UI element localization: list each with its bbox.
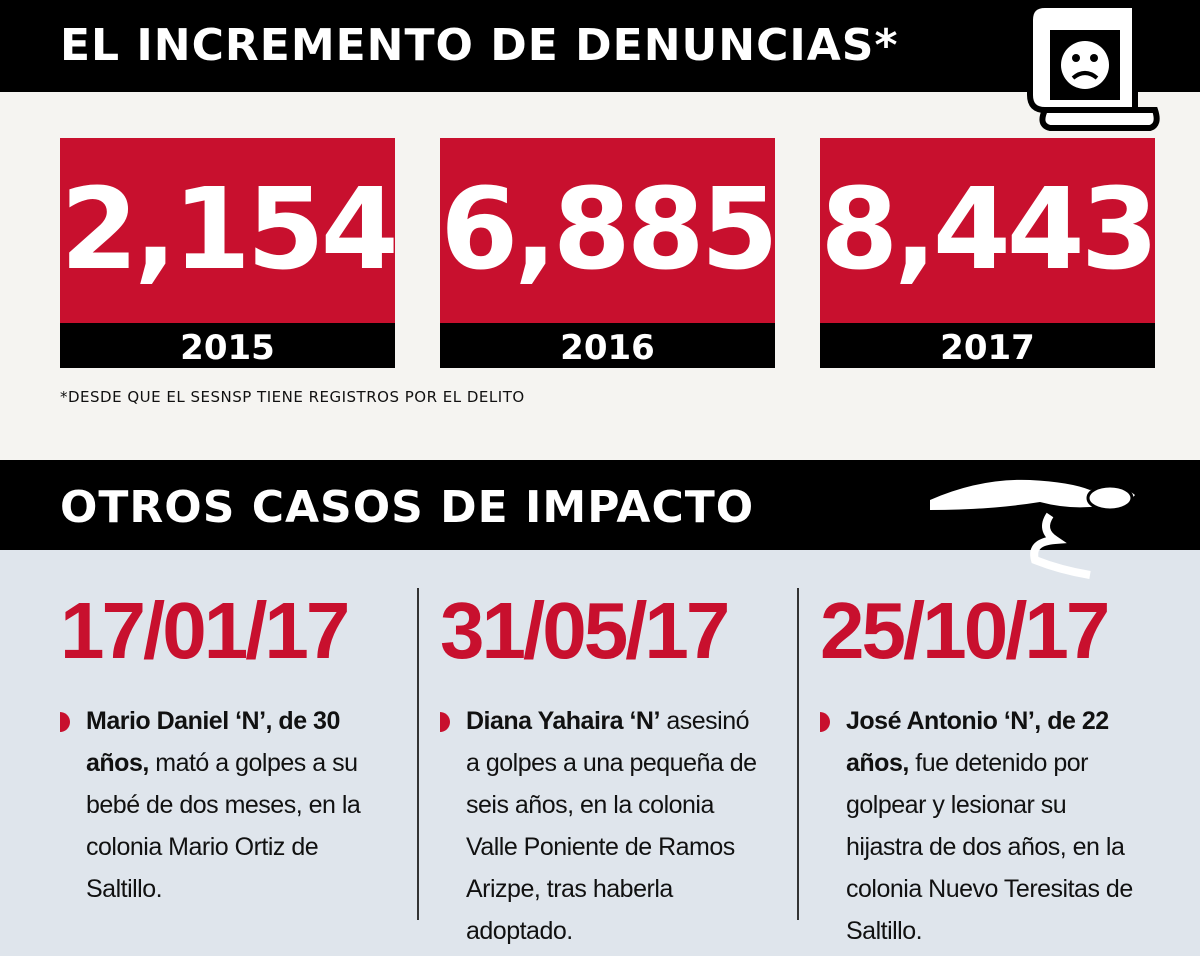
stat-box: 2,154 2015: [60, 138, 399, 368]
stat-box: 6,885 2016: [440, 138, 779, 368]
case-body: asesinó a golpes a una pequeña de seis a…: [466, 707, 757, 945]
section-title: OTROS CASOS DE IMPACTO: [60, 482, 755, 533]
stat-box: 8,443 2017: [820, 138, 1159, 368]
footnote: *DESDE QUE EL SESNSP TIENE REGISTROS POR…: [60, 388, 525, 406]
case-text: Mario Daniel ‘N’, de 30 años, mató a gol…: [60, 700, 386, 910]
case-body: mató a golpes a su bebé de dos meses, en…: [86, 749, 361, 903]
stat-year: 2015: [60, 323, 395, 368]
case-text: José Antonio ‘N’, de 22 años, fue deteni…: [820, 700, 1146, 952]
header-title: EL INCREMENTO DE DENUNCIAS*: [60, 20, 899, 71]
case-body: fue detenido por golpear y lesionar su h…: [846, 749, 1133, 945]
bullet: [60, 712, 70, 732]
case-date: 17/01/17: [60, 586, 350, 675]
case-date: 31/05/17: [440, 586, 730, 675]
header-bar: EL INCREMENTO DE DENUNCIAS*: [0, 0, 1200, 92]
stat-value: 2,154: [60, 138, 399, 323]
case-date: 25/10/17: [820, 586, 1110, 675]
case-lead: Mario Daniel ‘N’, de 30 años,: [86, 707, 340, 777]
bullet: [440, 712, 450, 732]
cases-panel: [0, 550, 1200, 956]
stat-year: 2017: [820, 323, 1155, 368]
stat-year: 2016: [440, 323, 775, 368]
case-text: Diana Yahaira ‘N’ asesinó a golpes a una…: [440, 700, 766, 952]
stat-value: 6,885: [440, 138, 779, 323]
victim-icon: [930, 479, 1135, 579]
case-lead: José Antonio ‘N’, de 22 años,: [846, 707, 1109, 777]
stat-value: 8,443: [820, 138, 1159, 323]
complaint-icon: [1027, 2, 1160, 131]
case-lead: Diana Yahaira ‘N’: [466, 707, 660, 735]
divider: [417, 588, 419, 920]
bullet: [820, 712, 830, 732]
divider: [797, 588, 799, 920]
